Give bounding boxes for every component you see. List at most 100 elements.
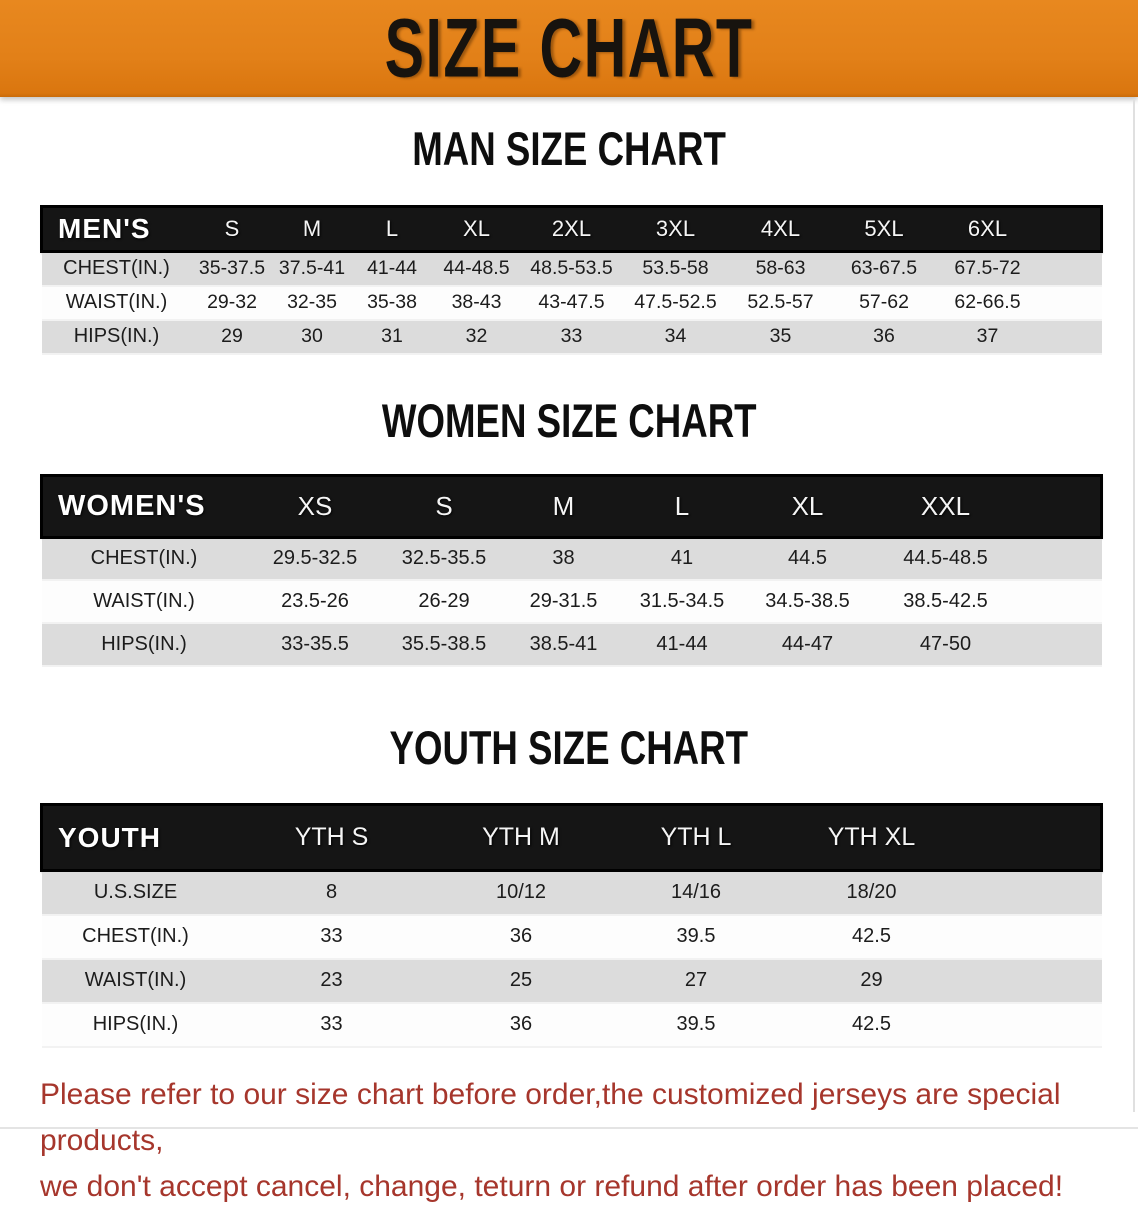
table-cell: 48.5-53.5 [530,257,613,280]
men-corner-label: MEN'S [58,213,151,244]
table-cell: 67.5-72 [954,257,1021,280]
table-cell: 31.5-34.5 [639,590,725,612]
table-cell: 39.5 [676,925,716,947]
table-cell: 35-37.5 [198,257,266,280]
row-spacer [960,1003,1102,1047]
women-size-col-5: XL [791,490,824,521]
men-size-table: MEN'S S M L XL 2XL 3XL 4XL 5XL 6XL CHEST(IN.) 35-37… [40,205,1103,355]
youth-header-spacer [960,805,1102,871]
youth-size-col-1: YTH S [294,823,369,851]
table-cell: 33-35.5 [281,633,349,655]
row-spacer [960,871,1102,915]
table-cell: 52.5-57 [747,291,814,313]
table-cell: 57-62 [859,291,909,313]
table-cell: 30 [301,325,323,347]
row-spacer [1018,580,1102,623]
table-cell: 35 [769,325,792,347]
size-chart-banner: SIZE CHART [0,0,1138,97]
table-row: WAIST(IN.) 23 25 27 29 [41,958,1102,1003]
table-cell: 26-29 [418,590,470,612]
table-cell: 23 [320,969,343,991]
table-cell: 25 [509,969,533,991]
row-spacer [1018,623,1102,666]
table-cell: 44.5 [788,547,827,570]
table-row: WAIST(IN.) 29-32 32-35 35-38 38-43 43-47.5 47.… [41,285,1102,320]
women-size-col-2: S [435,490,453,521]
youth-size-table: YOUTH YTH S YTH M YTH L YTH XL U.S.SIZE 8 10/12… [40,803,1103,1048]
disclaimer-text: Please refer to our size chart before or… [40,1072,1108,1210]
women-header-row: WOMEN'S XS S M L XL XXL [41,475,1102,537]
row-label: HIPS(IN.) [73,325,160,347]
table-cell: 41-44 [656,633,708,655]
table-cell: 29-32 [207,291,257,313]
disclaimer-line-1: Please refer to our size chart before or… [40,1077,1061,1157]
section-men: MAN SIZE CHART MEN'S S M L XL 2XL 3XL 4XL 5XL 6XL… [0,123,1138,355]
section-title-men: MAN SIZE CHART [412,122,726,175]
table-row: HIPS(IN.) 33 36 39.5 42.5 [41,1002,1102,1047]
row-label: CHEST(IN.) [90,547,198,570]
section-title-women: WOMEN SIZE CHART [381,393,757,447]
table-cell: 33 [320,1013,343,1035]
men-size-col-8: 5XL [864,216,904,241]
men-size-col-5: 2XL [551,216,592,241]
women-size-col-6: XXL [920,490,971,521]
table-cell: 53.5-58 [642,257,709,280]
table-cell: 33 [560,325,583,347]
table-row: CHEST(IN.) 29.5-32.5 32.5-35.5 38 41 44.5 44.5… [41,537,1102,580]
banner-title: SIZE CHART [384,1,754,95]
table-cell: 43-47.5 [538,291,605,313]
row-label: CHEST(IN.) [63,257,170,280]
table-cell: 42.5 [852,925,891,947]
table-cell: 36 [873,325,895,347]
disclaimer-line-2: we don't accept cancel, change, teturn o… [40,1169,1064,1203]
table-cell: 44.5-48.5 [903,547,988,570]
women-size-table: WOMEN'S XS S M L XL XXL CHEST(IN.) 29.5-32.5 32.5… [40,474,1103,668]
row-label: WAIST(IN.) [93,590,195,612]
table-cell: 38 [552,547,575,570]
table-row: WAIST(IN.) 23.5-26 26-29 29-31.5 31.5-34.5 34… [41,580,1102,623]
section-youth: YOUTH SIZE CHART YOUTH YTH S YTH M YTH L YTH… [0,722,1138,1048]
table-cell: 38.5-41 [529,633,598,655]
table-cell: 29 [860,969,883,991]
table-cell: 31 [381,325,403,347]
table-cell: 63-67.5 [850,257,918,280]
men-size-col-6: 3XL [655,216,696,241]
table-row: U.S.SIZE 8 10/12 14/16 18/20 [41,870,1102,915]
men-size-col-9: 6XL [967,216,1008,241]
row-label: HIPS(IN.) [101,633,187,655]
table-cell: 14/16 [670,881,722,904]
table-cell: 41 [670,547,694,570]
table-cell: 37 [976,325,999,347]
table-cell: 44-47 [781,633,834,655]
table-cell: 18/20 [846,881,897,904]
table-cell: 29.5-32.5 [272,547,358,570]
youth-size-col-2: YTH M [482,823,560,851]
table-cell: 39.5 [676,1013,716,1035]
table-cell: 38-43 [451,291,502,313]
table-cell: 62-66.5 [954,291,1021,313]
row-spacer [1018,537,1102,580]
women-size-col-4: L [674,490,690,521]
table-cell: 47.5-52.5 [634,291,717,313]
row-spacer [1040,286,1102,320]
youth-corner-label: YOUTH [58,821,161,853]
men-size-col-3: L [385,216,399,241]
photo-edge-artifact-right [1133,100,1135,1112]
men-size-col-4: XL [463,216,490,241]
row-label: WAIST(IN.) [65,291,168,313]
row-spacer [1040,320,1102,354]
section-women: WOMEN SIZE CHART WOMEN'S XS S M L XL XXL CHEST(… [0,393,1138,668]
table-cell: 32 [465,325,488,347]
women-size-col-1: XS [297,490,333,521]
women-header-spacer [1018,475,1102,537]
row-spacer [1040,252,1102,286]
table-cell: 34.5-38.5 [765,590,850,612]
men-size-col-2: M [302,216,322,241]
row-spacer [960,915,1102,959]
photo-edge-artifact-bottom [0,1127,1138,1129]
table-cell: 38.5-42.5 [903,590,988,612]
table-cell: 35-38 [367,291,417,313]
men-size-col-1: S [224,216,240,241]
men-size-col-7: 4XL [760,216,801,241]
table-cell: 36 [509,1013,533,1035]
